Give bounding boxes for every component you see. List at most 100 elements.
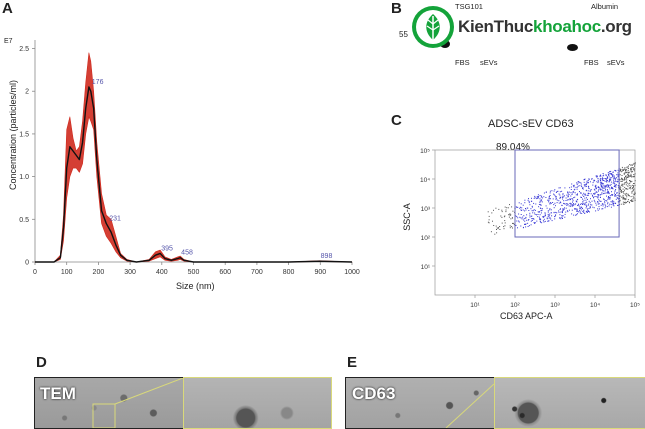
event-dot: [539, 214, 541, 216]
event-dot: [617, 178, 619, 180]
event-dot: [601, 185, 603, 187]
event-dot: [570, 189, 572, 190]
event-dot: [615, 181, 617, 183]
event-dot: [631, 192, 633, 194]
error-band: [34, 52, 353, 263]
event-dot: [590, 204, 592, 206]
event-dot: [609, 195, 611, 197]
event-dot: [593, 180, 595, 182]
event-dot: [601, 186, 603, 188]
event-dot: [576, 211, 578, 212]
event-dot: [589, 202, 591, 204]
event-dot: [615, 186, 617, 188]
event-dot: [592, 195, 593, 197]
event-dot: [619, 179, 621, 181]
event-dot: [505, 211, 507, 213]
event-dot: [625, 172, 627, 174]
event-dot: [601, 184, 603, 186]
event-dot: [551, 215, 553, 217]
event-dot: [621, 166, 623, 168]
event-dot: [617, 194, 619, 196]
event-dot: [540, 207, 542, 209]
event-dot: [593, 199, 595, 201]
event-dot: [627, 174, 629, 176]
event-dot: [621, 191, 623, 193]
event-dot: [632, 163, 634, 165]
event-dot: [588, 186, 590, 187]
event-dot: [602, 208, 604, 210]
event-dot: [534, 223, 536, 224]
event-dot: [570, 195, 572, 197]
zoom-guide-lines-e: [445, 383, 494, 428]
event-dot: [584, 213, 586, 214]
event-dot: [565, 200, 567, 201]
event-dot: [608, 180, 610, 182]
event-dot: [518, 221, 520, 223]
cd63-image-overview: CD63: [345, 377, 495, 429]
event-dot: [598, 199, 600, 201]
event-dot: [602, 178, 604, 180]
event-dot: [505, 209, 507, 211]
event-dot: [529, 216, 531, 218]
event-dot: [634, 180, 636, 182]
event-dot: [541, 201, 543, 203]
event-dot: [602, 177, 603, 179]
event-dot: [617, 172, 619, 174]
c-xtick-label: 10³: [550, 302, 560, 309]
event-dot: [633, 175, 635, 177]
event-dot: [541, 199, 543, 201]
event-dot: [560, 197, 561, 199]
event-dot: [583, 212, 585, 213]
event-dot: [632, 195, 634, 197]
c-ytick-label: 10⁴: [420, 177, 430, 184]
event-dot: [570, 203, 572, 205]
event-dot: [539, 198, 541, 200]
event-dot: [606, 179, 608, 181]
event-dot: [624, 167, 626, 169]
event-dot: [563, 209, 564, 211]
event-dot: [540, 221, 541, 223]
event-dot: [623, 179, 625, 181]
event-dot: [522, 216, 524, 218]
event-dot: [534, 222, 536, 224]
event-dot: [557, 190, 559, 192]
event-dot: [590, 189, 592, 191]
panel-letter-e: E: [347, 354, 358, 371]
event-dot: [623, 183, 625, 185]
event-dot: [509, 227, 511, 229]
event-dot: [623, 191, 625, 192]
event-dot: [575, 194, 577, 196]
event-dot: [521, 207, 523, 209]
event-dot: [575, 208, 577, 210]
flow-cytometry-plot: 10⁵ 10⁴ 10³ 10² 10¹ 10¹ 10² 10³ 10⁴ 10⁵: [420, 148, 640, 309]
event-dot: [594, 192, 596, 194]
event-dot: [631, 200, 632, 202]
event-dot: [555, 211, 557, 213]
event-dot: [541, 208, 543, 209]
event-dot: [568, 209, 570, 211]
event-dot: [634, 192, 636, 194]
a-xtick-label: 100: [61, 269, 73, 276]
event-dot: [534, 209, 536, 211]
event-dot: [592, 194, 593, 196]
event-dot: [547, 210, 549, 212]
event-dot: [523, 215, 525, 217]
event-dot: [494, 233, 496, 235]
event-dot: [517, 206, 519, 208]
event-dot: [593, 179, 595, 181]
event-dot: [525, 209, 527, 211]
event-dot: [606, 178, 608, 180]
event-dot: [598, 203, 600, 205]
event-dot: [580, 196, 582, 198]
event-dot: [540, 210, 542, 212]
event-dot: [590, 198, 591, 200]
event-dot: [573, 191, 575, 193]
event-dot: [634, 173, 636, 175]
event-dot: [599, 182, 601, 184]
event-dot: [563, 202, 565, 204]
event-dot: [595, 186, 597, 188]
c-xtick-label: 10¹: [470, 302, 480, 309]
event-dot: [633, 174, 635, 175]
event-dot: [597, 209, 599, 211]
event-dot: [587, 194, 589, 196]
